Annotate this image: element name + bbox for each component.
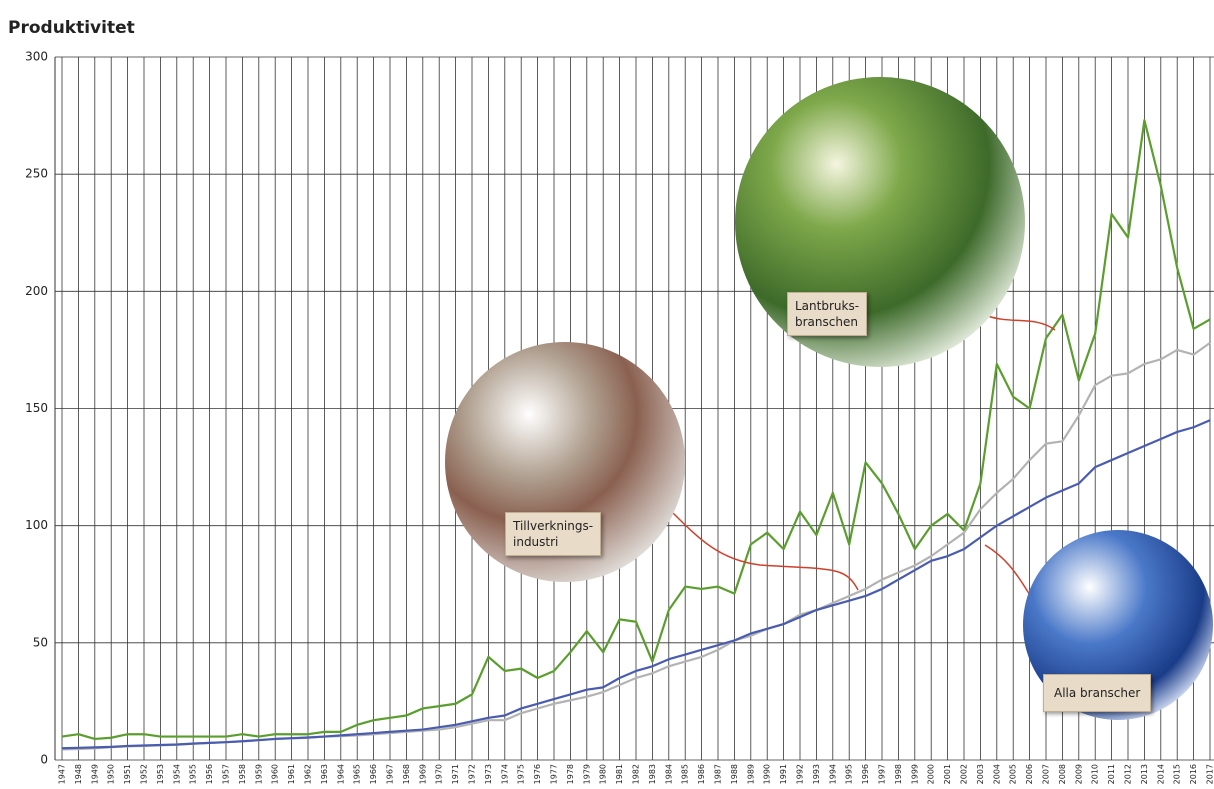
y-tick-label: 200 [25,284,48,298]
photo-flag [1023,530,1213,720]
x-tick-label: 1959 [254,764,263,784]
x-tick-label: 2006 [1025,764,1034,784]
x-tick-label: 2007 [1042,764,1051,784]
x-tick-label: 1996 [861,764,870,784]
leader-line [984,544,1031,596]
y-tick-label: 250 [25,167,48,181]
x-tick-label: 1963 [320,764,329,784]
x-tick-label: 1984 [664,764,673,784]
x-tick-label: 1965 [353,764,362,784]
x-tick-label: 1968 [402,764,411,784]
x-tick-label: 2005 [1009,764,1018,784]
x-tick-label: 1995 [845,764,854,784]
photo-corn [735,77,1025,367]
series-annotation: Lantbruks- branschen [787,292,868,336]
series-line [61,119,1211,741]
x-tick-label: 1982 [632,764,641,784]
x-tick-label: 1970 [435,764,444,784]
y-tick-label: 150 [25,401,48,415]
x-tick-label: 1975 [517,764,526,784]
x-tick-label: 1991 [779,764,788,784]
x-tick-label: 1957 [222,764,231,784]
x-tick-label: 1972 [468,764,477,784]
x-tick-label: 2004 [992,764,1001,784]
leader-line [984,314,1056,331]
x-tick-label: 1974 [500,764,509,784]
x-tick-label: 1998 [894,764,903,784]
x-tick-label: 1981 [615,764,624,784]
x-tick-label: 1960 [271,764,280,784]
y-tick-label: 100 [25,518,48,532]
x-tick-label: 2014 [1156,764,1165,784]
x-tick-label: 1951 [123,764,132,784]
x-tick-label: 1988 [730,764,739,784]
x-tick-label: 1983 [648,764,657,784]
x-tick-label: 1977 [550,764,559,784]
x-tick-label: 1993 [812,764,821,784]
x-tick-label: 1947 [58,764,67,784]
x-tick-label: 1952 [140,764,149,784]
x-tick-label: 2009 [1074,764,1083,784]
x-tick-label: 1999 [910,764,919,784]
x-tick-label: 1955 [189,764,198,784]
x-tick-label: 1956 [205,764,214,784]
x-tick-label: 1969 [418,764,427,784]
leader-line [669,509,859,591]
x-tick-label: 2012 [1124,764,1133,784]
x-tick-label: 1979 [582,764,591,784]
chart-title: Produktivitet [8,18,135,38]
y-tick-label: 0 [40,753,48,767]
x-tick-label: 1990 [763,764,772,784]
x-tick-label: 1987 [714,764,723,784]
x-tick-label: 1994 [828,764,837,784]
x-tick-label: 2016 [1189,764,1198,784]
x-tick-label: 2000 [927,764,936,784]
x-tick-label: 1985 [681,764,690,784]
y-tick-label: 300 [25,50,48,64]
x-tick-label: 1966 [369,764,378,784]
x-tick-label: 2011 [1107,764,1116,784]
x-tick-label: 1973 [484,764,493,784]
x-tick-label: 2003 [976,764,985,784]
x-tick-label: 1980 [599,764,608,784]
x-tick-label: 1967 [386,764,395,784]
series-annotation: Tillverknings- industri [505,512,602,556]
x-tick-label: 1948 [74,764,83,784]
x-tick-label: 1961 [287,764,296,784]
x-tick-label: 1986 [697,764,706,784]
x-tick-label: 1978 [566,764,575,784]
x-tick-label: 2013 [1140,764,1149,784]
x-tick-label: 1971 [451,764,460,784]
x-tick-label: 1964 [336,764,345,784]
x-tick-label: 1950 [107,764,116,784]
x-tick-label: 1958 [238,764,247,784]
x-tick-label: 1992 [796,764,805,784]
series-annotation: Alla branscher [1043,674,1152,712]
x-tick-label: 1954 [172,764,181,784]
series-line [61,419,1211,750]
x-tick-label: 1953 [156,764,165,784]
x-tick-label: 2010 [1091,764,1100,784]
y-tick-label: 50 [33,635,48,649]
x-tick-label: 1976 [533,764,542,784]
x-tick-label: 2001 [943,764,952,784]
x-tick-label: 2017 [1206,764,1214,784]
x-tick-label: 2008 [1058,764,1067,784]
x-tick-label: 2002 [960,764,969,784]
x-tick-label: 1989 [746,764,755,784]
x-tick-label: 2015 [1173,764,1182,784]
x-tick-label: 1962 [304,764,313,784]
x-tick-label: 1949 [90,764,99,784]
x-tick-label: 1997 [878,764,887,784]
